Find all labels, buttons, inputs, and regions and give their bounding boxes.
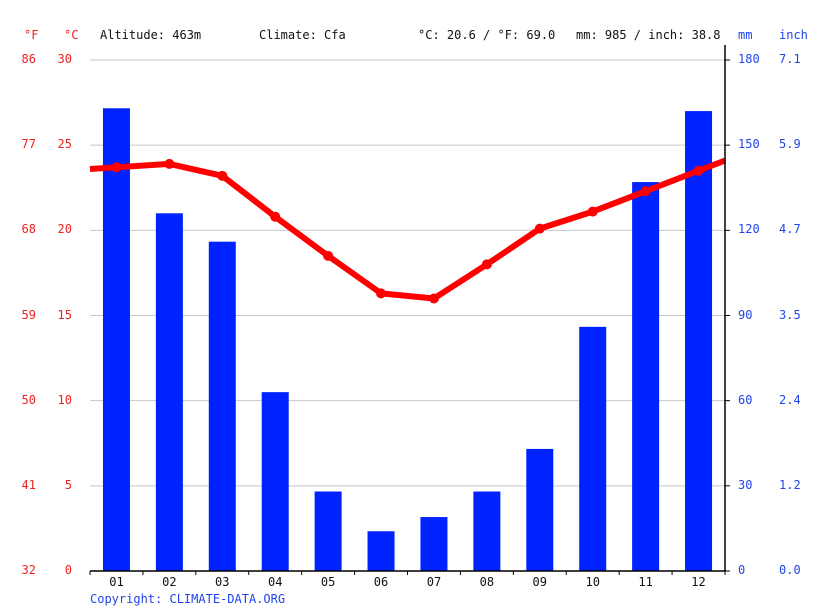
month-tick-label: 03	[215, 575, 230, 589]
precipitation-bar	[420, 517, 448, 571]
altitude-label: Altitude: 463m	[100, 28, 202, 42]
fahrenheit-tick-label: 59	[21, 307, 36, 322]
fahrenheit-tick-label: 41	[21, 477, 36, 492]
inch-tick-label: 2.4	[779, 392, 801, 407]
fahrenheit-tick-label: 50	[21, 392, 36, 407]
month-tick-label: 08	[479, 575, 495, 589]
temperature-line	[89, 157, 727, 302]
precipitation-bar	[102, 108, 130, 571]
mm-tick-label: 0	[738, 563, 746, 577]
precipitation-bar	[473, 491, 501, 571]
mm-tick-label: 150	[738, 137, 760, 152]
temperature-point	[217, 170, 228, 181]
fahrenheit-tick-label: 68	[21, 222, 36, 237]
inch-unit-label: inch	[779, 28, 808, 42]
fahrenheit-tick-label: 77	[21, 137, 36, 152]
celsius-tick-label: 10	[57, 392, 72, 407]
celsius-tick-label: 0	[64, 563, 72, 577]
inch-tick-label: 5.9	[779, 137, 801, 152]
mm-tick-label: 30	[738, 477, 753, 492]
mm-tick-label: 120	[738, 222, 760, 237]
month-tick-label: 06	[373, 575, 389, 589]
celsius-tick-label: 30	[57, 52, 72, 66]
month-tick-label: 04	[267, 575, 283, 589]
precipitation-bar	[685, 111, 713, 571]
temperature-point	[376, 288, 387, 299]
celsius-tick-label: 5	[64, 477, 72, 492]
celsius-tick-label: 20	[57, 222, 72, 237]
celsius-tick-label: 15	[57, 307, 72, 322]
temperature-summary: °C: 20.6 / °F: 69.0	[418, 28, 556, 42]
climate-label: Climate: Cfa	[259, 28, 346, 42]
month-tick-label: 02	[162, 575, 177, 589]
precipitation-bar	[314, 491, 342, 571]
inch-tick-label: 0.0	[779, 563, 801, 577]
precipitation-bar	[155, 213, 183, 572]
inch-tick-label: 7.1	[779, 52, 801, 66]
fahrenheit-tick-label: 32	[21, 563, 36, 577]
month-tick-label: 01	[109, 575, 124, 589]
month-tick-label: 11	[638, 575, 653, 589]
inch-tick-label: 3.5	[779, 307, 801, 322]
inch-tick-label: 1.2	[779, 477, 801, 492]
copyright-link[interactable]: Copyright: CLIMATE-DATA.ORG	[90, 592, 286, 606]
mm-unit-label: mm	[738, 28, 753, 42]
mm-tick-label: 180	[738, 52, 760, 66]
precipitation-bar	[367, 531, 395, 571]
temperature-point	[111, 162, 122, 173]
precipitation-bar	[632, 182, 660, 572]
fahrenheit-unit-label: °F	[24, 28, 39, 42]
month-tick-label: 05	[320, 575, 336, 589]
temperature-point	[587, 206, 598, 217]
temperature-point	[640, 186, 651, 197]
precipitation-summary: mm: 985 / inch: 38.8	[576, 28, 721, 42]
temperature-point	[428, 293, 439, 304]
month-tick-label: 10	[585, 575, 600, 589]
celsius-unit-label: °C	[64, 28, 79, 42]
temperature-point	[270, 211, 281, 222]
inch-tick-label: 4.7	[779, 222, 801, 237]
fahrenheit-tick-label: 86	[21, 52, 36, 66]
temperature-point	[164, 158, 175, 169]
temperature-point	[534, 223, 545, 234]
mm-tick-label: 60	[738, 392, 753, 407]
month-tick-label: 12	[691, 575, 706, 589]
temperature-point	[481, 259, 492, 270]
month-tick-label: 07	[426, 575, 442, 589]
month-tick-label: 09	[532, 575, 547, 589]
temperature-point	[693, 165, 704, 176]
precipitation-bar	[208, 241, 236, 571]
precipitation-bar	[526, 448, 554, 571]
temperature-point	[323, 250, 334, 261]
precipitation-bar	[261, 392, 289, 571]
precipitation-bar	[579, 326, 607, 571]
mm-tick-label: 90	[738, 307, 753, 322]
celsius-tick-label: 25	[57, 137, 72, 152]
